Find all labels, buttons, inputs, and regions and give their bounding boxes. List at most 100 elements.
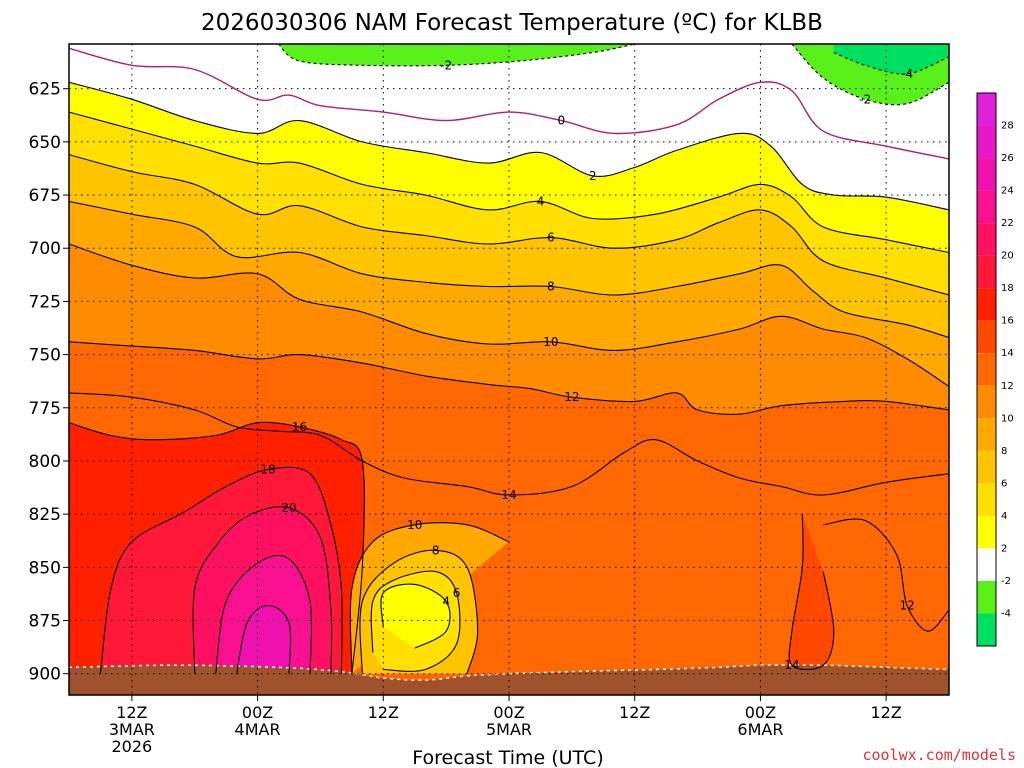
isotherm-line [359, 549, 479, 674]
x-tick-label: 12Z [116, 703, 147, 722]
colorbar-tick-label: 2 [1001, 543, 1007, 554]
isotherm-label: 2 [589, 169, 597, 183]
isotherm-label: 10 [543, 335, 558, 349]
colorbar-swatch [977, 515, 996, 549]
isotherm-label: 18 [260, 462, 275, 476]
y-tick-label: 700 [29, 239, 61, 259]
isotherm-label: -2 [859, 92, 871, 106]
colorbar-swatch [977, 353, 996, 386]
isotherm-line [69, 81, 949, 211]
fill-below-minus2 [278, 44, 635, 66]
colorbar-tick-label: 22 [1001, 218, 1014, 229]
x-tick-label: 12Z [870, 703, 901, 722]
isotherm-line [69, 341, 949, 415]
isotherm-label: 6 [453, 586, 461, 600]
colorbar-swatch [977, 255, 996, 289]
y-tick-label: 675 [29, 186, 61, 206]
y-tick-label: 900 [29, 665, 61, 685]
isotherm-label: 12 [899, 599, 914, 613]
colorbar-tick-label: 6 [1001, 478, 1007, 489]
isotherm-line [69, 421, 365, 674]
x-tick-label: 3MAR [109, 720, 155, 739]
y-tick-label: 775 [29, 399, 61, 419]
isotherm-line [380, 583, 451, 649]
isotherm-line [69, 392, 949, 496]
x-axis-label: Forecast Time (UTC) [412, 747, 603, 768]
colorbar-tick-label: 18 [1001, 283, 1014, 294]
colorbar-swatch [977, 613, 996, 646]
colorbar-swatch [977, 288, 996, 321]
colorbar-swatch [977, 190, 996, 224]
isotherm-label: 12 [564, 390, 579, 404]
isotherm-line [791, 44, 949, 106]
isotherm-line [370, 570, 461, 672]
x-tick-label: 00Z [242, 703, 273, 722]
fill-below-minus4 [833, 44, 949, 74]
colorbar-swatch [977, 320, 996, 354]
colorbar-swatch [977, 418, 996, 451]
colorbar-tick-label: 10 [1001, 413, 1014, 424]
chart-title: 2026030306 NAM Forecast Temperature (ºC)… [201, 10, 823, 36]
colorbar-tick-label: 12 [1001, 381, 1014, 392]
y-tick-label: 875 [29, 612, 61, 632]
fill-hot-core [236, 605, 291, 674]
colorbar-swatch [977, 548, 996, 581]
isotherm-line [69, 47, 949, 160]
isotherm-line [69, 200, 949, 339]
colorbar-swatch [977, 580, 996, 614]
colorbar-tick-label: -4 [1001, 608, 1011, 619]
colorbar-tick-label: 20 [1001, 251, 1014, 262]
colorbar-tick-label: 28 [1001, 121, 1014, 132]
x-tick-label: 12Z [368, 703, 399, 722]
colorbar-swatch [977, 93, 996, 126]
isotherm-label: 0 [558, 114, 566, 128]
x-tick-label: 5MAR [486, 720, 532, 739]
x-tick-label: 6MAR [737, 720, 783, 739]
x-tick-label: 00Z [745, 703, 776, 722]
watermark: coolwx.com/models [862, 746, 1016, 764]
colorbar-tick-label: -2 [1001, 576, 1011, 587]
isotherm-label: 4 [537, 194, 545, 208]
colorbar-swatch [977, 125, 996, 159]
x-tick-label: 00Z [493, 703, 524, 722]
colorbar-swatch [977, 483, 996, 516]
isotherm-label: 8 [432, 543, 440, 557]
colorbar-frame [976, 92, 997, 647]
isotherm-line [823, 518, 949, 632]
colorbar-swatch [977, 385, 996, 419]
colorbar-swatch [977, 450, 996, 484]
isotherm-label: -4 [901, 67, 913, 81]
isotherm-label: 4 [442, 594, 450, 608]
isotherm-line [833, 51, 949, 75]
y-tick-label: 650 [29, 133, 61, 153]
fill-warm-pocket [789, 514, 834, 670]
isotherm-line [236, 605, 292, 674]
isotherm-label: -2 [440, 58, 452, 72]
colorbar-swatch [977, 223, 996, 256]
x-tick-label: 4MAR [235, 720, 281, 739]
isotherm-label: 10 [407, 518, 422, 532]
y-tick-label: 750 [29, 346, 61, 366]
isotherm-line [69, 243, 949, 387]
colorbar-tick-label: 24 [1001, 186, 1014, 197]
y-tick-label: 825 [29, 505, 61, 525]
isotherm-line [788, 514, 835, 671]
fill-band [69, 44, 949, 159]
isotherm-line [69, 111, 949, 254]
x-tick-label: 2026 [111, 737, 152, 756]
temperature-fill-layer [69, 44, 949, 695]
pressure-axis: 625 650 675 700 725 750 775 800 825 850 875 900 [29, 80, 69, 685]
colorbar-tick-label: 14 [1001, 348, 1014, 359]
surface-edge [69, 664, 949, 681]
isotherm-line [99, 466, 343, 674]
x-tick-label: 12Z [619, 703, 650, 722]
isotherm-line [215, 554, 313, 674]
isotherm-line [69, 154, 949, 296]
y-tick-label: 800 [29, 452, 61, 472]
isotherm-label: 14 [784, 658, 799, 672]
y-tick-label: 725 [29, 292, 61, 312]
